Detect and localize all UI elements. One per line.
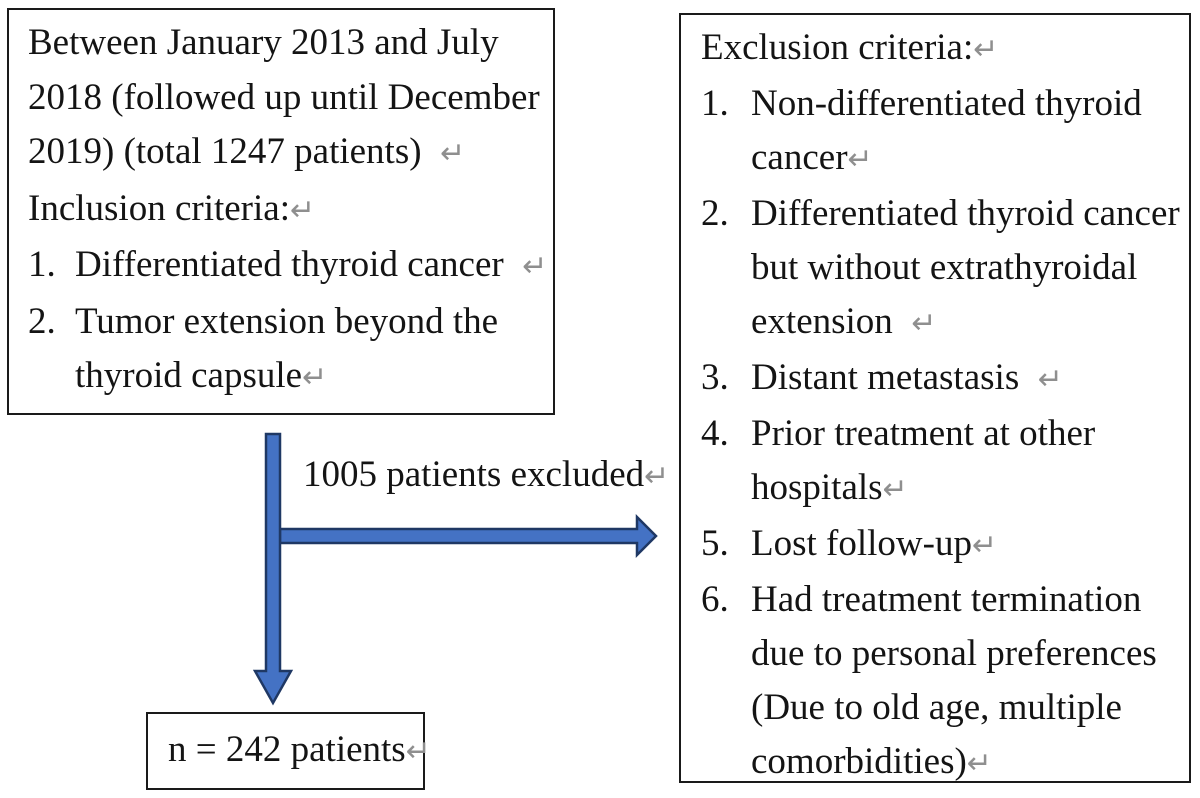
- exclusion-line: extension ↵: [701, 295, 1185, 351]
- exclusion-line: hospitals↵: [701, 461, 1185, 517]
- inclusion-text: Tumor extension beyond the: [75, 300, 499, 342]
- return-mark-icon: ↵: [847, 142, 873, 177]
- inclusion-line: 2019) (total 1247 patients) ↵: [28, 125, 547, 182]
- exclusion-list-item: 2. Differentiated thyroid cancer: [701, 187, 1185, 241]
- exclusion-text: comorbidities): [751, 741, 967, 782]
- return-mark-icon: ↵: [966, 746, 992, 781]
- exclusion-text: Distant metastasis: [751, 357, 1038, 398]
- exclusion-text: Exclusion criteria:: [701, 27, 974, 68]
- exclusion-list-item: 4. Prior treatment at other: [701, 407, 1185, 461]
- list-number: 2.: [701, 193, 729, 234]
- inclusion-line: Inclusion criteria:↵: [28, 182, 547, 239]
- inclusion-text: Between January 2013 and July: [28, 22, 499, 63]
- list-number: 3.: [701, 357, 729, 398]
- return-mark-icon: ↵: [973, 32, 999, 67]
- return-mark-icon: ↵: [289, 192, 316, 228]
- inclusion-text: thyroid capsule: [75, 355, 303, 396]
- exclusion-text: Differentiated thyroid cancer: [751, 193, 1180, 234]
- inclusion-line: Between January 2013 and July: [28, 16, 547, 71]
- inclusion-text: Differentiated thyroid cancer: [75, 244, 523, 285]
- exclusion-text: extension: [751, 301, 912, 342]
- inclusion-list-item: 1. Differentiated thyroid cancer ↵: [28, 238, 547, 295]
- exclusion-text: hospitals: [751, 467, 883, 508]
- exclusion-text: (Due to old age, multiple: [751, 687, 1122, 728]
- exclusion-text: cancer: [751, 137, 848, 178]
- exclusion-text: Lost follow-up: [751, 523, 972, 564]
- right-arrow: [278, 513, 658, 559]
- excluded-count-label: 1005 patients excluded↵: [303, 448, 669, 504]
- exclusion-list-item: 5. Lost follow-up↵: [701, 517, 1185, 573]
- return-mark-icon: ↵: [302, 360, 328, 395]
- list-number: 5.: [701, 523, 729, 564]
- exclusion-line: Exclusion criteria:↵: [701, 21, 1185, 77]
- inclusion-line: 2018 (followed up until December: [28, 71, 547, 126]
- list-number: 1.: [701, 83, 729, 124]
- inclusion-line: thyroid capsule↵: [28, 349, 547, 406]
- return-mark-icon: ↵: [405, 734, 431, 769]
- exclusion-text: but without extrathyroidal: [751, 247, 1138, 288]
- list-number: 2.: [28, 300, 56, 342]
- exclusion-text: Prior treatment at other: [751, 413, 1096, 454]
- inclusion-text: 2019) (total 1247 patients): [28, 131, 441, 172]
- exclusion-text: Non-differentiated thyroid: [751, 83, 1142, 124]
- return-mark-icon: ↵: [522, 249, 548, 284]
- inclusion-text: 2018 (followed up until December: [28, 76, 540, 118]
- exclusion-criteria-box: Exclusion criteria:↵ 1. Non-differentiate…: [679, 13, 1191, 783]
- result-box: n = 242 patients↵: [146, 712, 431, 790]
- exclusion-line: cancer↵: [701, 131, 1185, 187]
- list-number: 1.: [28, 244, 56, 285]
- result-line: n = 242 patients↵: [168, 730, 431, 772]
- inclusion-list-item: 2. Tumor extension beyond the: [28, 295, 547, 350]
- exclusion-list-item: 3. Distant metastasis ↵: [701, 351, 1185, 407]
- exclusion-text: due to personal preferences: [751, 633, 1157, 674]
- return-mark-icon: ↵: [911, 306, 937, 341]
- result-text: n = 242 patients: [168, 729, 406, 770]
- exclusion-list-item: 6. Had treatment termination: [701, 573, 1185, 627]
- exclusion-line: comorbidities)↵: [701, 735, 1185, 791]
- return-mark-icon: ↵: [971, 528, 998, 563]
- return-mark-icon: ↵: [1037, 362, 1063, 397]
- list-number: 6.: [701, 579, 729, 620]
- inclusion-text: Inclusion criteria:: [28, 187, 290, 229]
- exclusion-line: due to personal preferences: [701, 627, 1185, 681]
- exclusion-text: Had treatment termination: [751, 579, 1142, 620]
- return-mark-icon: ↵: [440, 136, 466, 171]
- excluded-count-text: 1005 patients excluded: [303, 454, 645, 495]
- down-arrow: [252, 432, 294, 706]
- exclusion-line: but without extrathyroidal: [701, 241, 1185, 295]
- exclusion-line: (Due to old age, multiple: [701, 681, 1185, 735]
- inclusion-criteria-box: Between January 2013 and July 2018 (foll…: [7, 8, 555, 415]
- list-number: 4.: [701, 413, 729, 454]
- return-mark-icon: ↵: [882, 472, 908, 507]
- return-mark-icon: ↵: [644, 459, 670, 494]
- exclusion-list-item: 1. Non-differentiated thyroid: [701, 77, 1185, 131]
